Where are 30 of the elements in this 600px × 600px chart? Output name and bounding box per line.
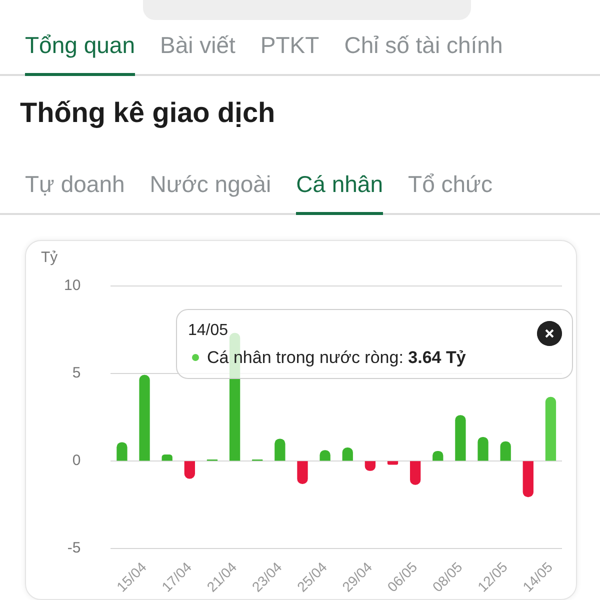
annotation: Cá nhân trong nước ròng: 3.64 Tỷ (207, 348, 466, 367)
y-tick-label: 0 (72, 452, 81, 470)
text: PTKT (260, 32, 320, 60)
bar (545, 396, 556, 461)
text: Tự doanh (25, 171, 125, 199)
text: Tổ chức (408, 171, 492, 199)
bar (184, 461, 195, 479)
popup-card: 14/05 Cá nhân trong nước ròng: 3.64 Tỷ (176, 309, 573, 379)
chart-title: Thống kê giao dịch (20, 97, 276, 129)
y-tick-label: -5 (67, 539, 81, 556)
text: Cá nhân (296, 171, 384, 215)
text: Nước ngoài (150, 171, 272, 199)
bar (410, 461, 421, 485)
bar (387, 461, 398, 465)
text: Chỉ số tài chính (344, 32, 503, 60)
bar (274, 438, 286, 461)
bar (522, 461, 534, 498)
text: Tổng quan (25, 32, 135, 76)
annotation: 14/05 (188, 322, 230, 340)
bar (162, 454, 172, 461)
bar (500, 441, 511, 461)
bar (478, 436, 488, 461)
bar (139, 374, 150, 461)
bar (116, 442, 128, 461)
bar (297, 461, 308, 484)
y-tick-label: 5 (72, 364, 81, 382)
bar (455, 415, 466, 461)
text: Bài viết (160, 32, 236, 60)
y-axis-title: Tỷ (41, 249, 58, 266)
y-tick-label: 10 (64, 277, 81, 294)
